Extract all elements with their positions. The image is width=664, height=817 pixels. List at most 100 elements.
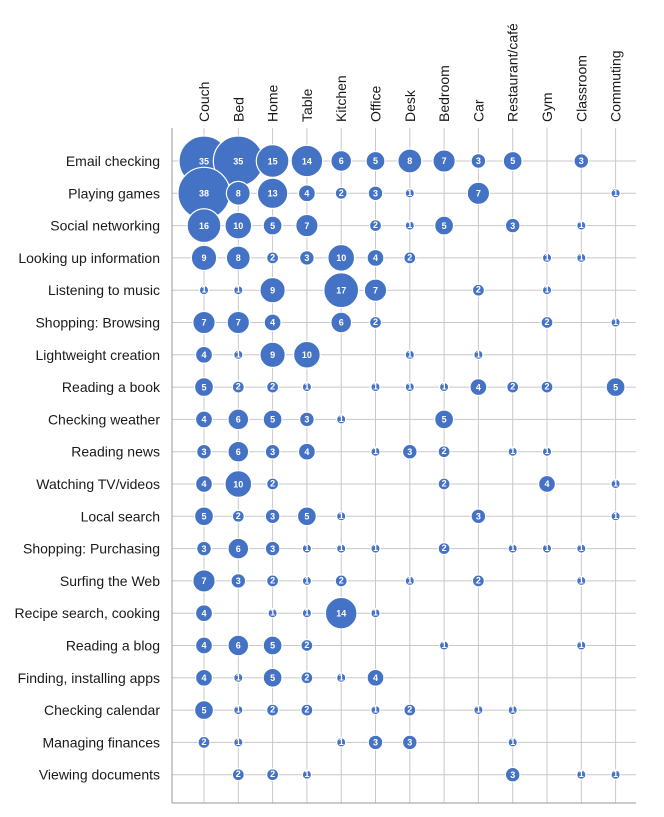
bubble-reading-a-blog-table [300,638,314,653]
bubble-finding-installing-apps-office [366,668,385,687]
bubble-label-finding-installing-apps-office: 4 [373,673,378,683]
bubble-label-shopping-browsing-gym: 2 [544,317,549,327]
bubble-label-email-checking-home: 15 [268,156,278,166]
row-label-recipe-search-cooking: Recipe search, cooking [14,605,160,621]
bubble-label-looking-up-information-kitchen: 10 [336,253,346,263]
bubble-reading-a-book-table [301,381,313,393]
bubble-label-shopping-purchasing-home: 3 [270,544,275,554]
bubble-shopping-browsing-couch [192,310,216,335]
row-label-looking-up-information: Looking up information [18,250,160,266]
bubble-label-playing-games-office: 3 [373,188,378,198]
bubble-label-playing-games-home: 13 [268,189,278,199]
bubble-label-social-networking-home: 5 [270,221,275,231]
bubble-label-recipe-search-cooking-office: 1 [373,608,378,618]
bubble-managing-finances-office [367,734,384,751]
bubble-label-watching-tv-videos-bedroom: 2 [442,478,447,488]
row-label-shopping-purchasing: Shopping: Purchasing [23,541,160,557]
bubble-checking-weather-bed [227,408,250,431]
bubble-label-checking-calendar-bed: 1 [236,705,241,715]
bubble-label-shopping-browsing-commuting: 1 [613,317,618,327]
bubble-label-finding-installing-apps-home: 5 [270,673,275,683]
bubble-label-reading-a-book-office: 1 [373,382,378,392]
bubble-label-finding-installing-apps-table: 2 [304,672,309,682]
bubble-label-looking-up-information-gym: 1 [544,252,549,262]
bubble-label-shopping-browsing-home: 4 [270,318,275,328]
bubble-label-finding-installing-apps-couch: 4 [201,673,206,683]
bubble-viewing-documents-table [301,769,313,780]
bubble-reading-a-blog-bedroom [438,640,450,651]
bubble-label-recipe-search-cooking-kitchen: 14 [336,609,346,619]
bubble-managing-finances-kitchen [336,737,347,748]
bubble-playing-games-home [256,177,289,210]
bubble-label-local-search-bed: 2 [236,511,241,521]
bubble-label-finding-installing-apps-kitchen: 1 [339,672,344,682]
bubble-label-checking-calendar-couch: 5 [201,705,206,715]
bubble-social-networking-home [262,215,283,236]
bubble-label-managing-finances-desk: 3 [407,738,412,748]
bubble-shopping-purchasing-restaurant-caf [507,543,518,554]
bubble-label-looking-up-information-couch: 9 [201,253,206,263]
bubble-label-managing-finances-office: 3 [373,738,378,748]
bubble-label-reading-news-bed: 6 [236,447,241,457]
bubble-surfing-the-web-kitchen [334,574,348,588]
bubble-label-checking-weather-bed: 6 [236,415,241,425]
bubble-reading-a-blog-classroom [576,640,587,651]
row-label-finding-installing-apps: Finding, installing apps [18,670,160,686]
bubble-label-surfing-the-web-desk: 1 [407,575,412,585]
bubble-lightweight-creation-desk [404,349,415,360]
bubble-label-checking-weather-bedroom: 5 [442,415,447,425]
bubble-surfing-the-web-bed [230,572,247,589]
bubble-label-reading-news-couch: 3 [201,447,206,457]
bubble-checking-calendar-restaurant-caf [507,704,518,716]
bubble-email-checking-desk [397,148,423,174]
bubble-label-listening-to-music-gym: 1 [544,285,549,295]
bubble-looking-up-information-couch [190,244,218,272]
bubble-looking-up-information-kitchen [327,243,356,272]
bubble-looking-up-information-classroom [576,252,587,264]
bubble-label-email-checking-kitchen: 6 [339,156,344,166]
bubble-checking-weather-kitchen [336,414,347,425]
row-label-playing-games: Playing games [68,185,160,201]
row-label-reading-a-book: Reading a book [62,379,161,395]
bubble-checking-calendar-office [370,704,381,716]
bubble-label-reading-a-blog-couch: 4 [201,641,206,651]
bubble-label-listening-to-music-home: 9 [270,285,275,295]
column-label-office: Office [368,85,384,122]
bubble-social-networking-bed [224,211,253,240]
bubble-reading-a-book-home [266,380,280,394]
bubble-listening-to-music-office [363,278,388,302]
bubble-reading-a-book-restaurant-caf [506,380,520,394]
column-label-table: Table [299,88,315,122]
bubble-label-email-checking-table: 14 [302,156,312,166]
bubble-watching-tv-videos-bedroom [437,477,451,491]
bubble-label-reading-a-book-restaurant-caf: 2 [510,382,515,392]
bubble-watching-tv-videos-bed [224,470,253,498]
bubble-checking-calendar-car [473,704,484,716]
bubble-label-reading-a-book-bed: 2 [236,382,241,392]
bubble-label-reading-a-book-gym: 2 [544,382,549,392]
bubble-finding-installing-apps-couch [194,668,214,687]
bubble-reading-news-restaurant-caf [507,446,518,457]
column-label-home: Home [265,84,281,122]
column-label-car: Car [470,99,486,122]
bubble-email-checking-bedroom [432,149,456,173]
bubble-email-checking-restaurant-caf [502,150,523,172]
bubble-label-looking-up-information-office: 4 [373,253,378,263]
bubble-label-shopping-browsing-couch: 7 [201,318,206,328]
bubble-surfing-the-web-home [266,574,280,588]
bubble-surfing-the-web-couch [192,569,216,593]
bubble-label-reading-a-blog-bedroom: 1 [442,640,447,650]
bubble-recipe-search-cooking-kitchen [324,596,358,630]
bubble-reading-news-bedroom [437,445,451,459]
bubble-recipe-search-cooking-home [267,608,278,619]
bubble-reading-news-couch [196,443,212,460]
bubble-label-looking-up-information-home: 2 [270,252,275,262]
bubble-looking-up-information-gym [541,252,553,264]
bubble-label-playing-games-couch: 38 [199,189,209,199]
bubble-listening-to-music-gym [541,285,553,296]
bubble-managing-finances-desk [401,734,418,751]
bubble-label-surfing-the-web-car: 2 [476,575,481,585]
row-label-watching-tv-videos: Watching TV/videos [36,476,160,492]
row-label-surfing-the-web: Surfing the Web [60,573,160,589]
